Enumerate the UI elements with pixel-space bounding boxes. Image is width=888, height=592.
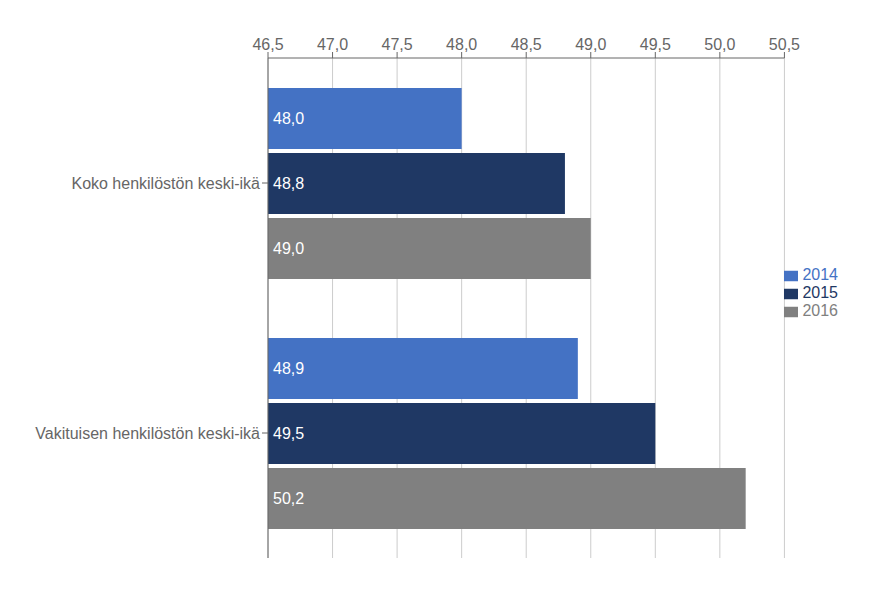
svg-text:49,5: 49,5 — [640, 36, 671, 53]
svg-text:49,5: 49,5 — [273, 425, 304, 442]
html-text:2016: 2016 — [802, 302, 838, 319]
svg-text:49,0: 49,0 — [575, 36, 606, 53]
svg-text:50,0: 50,0 — [704, 36, 735, 53]
svg-text:46,5: 46,5 — [252, 36, 283, 53]
html-text:2014: 2014 — [802, 266, 838, 283]
svg-text:48,8: 48,8 — [273, 175, 304, 192]
svg-text:47,5: 47,5 — [382, 36, 413, 53]
svg-text:Vakituisen henkilöstön keski-i: Vakituisen henkilöstön keski-ikä — [35, 425, 260, 442]
svg-text:50,5: 50,5 — [769, 36, 800, 53]
svg-text:48,0: 48,0 — [446, 36, 477, 53]
svg-text:48,5: 48,5 — [511, 36, 542, 53]
svg-text:49,0: 49,0 — [273, 240, 304, 257]
svg-text:48,9: 48,9 — [273, 360, 304, 377]
svg-text:48,0: 48,0 — [273, 110, 304, 127]
svg-text:50,2: 50,2 — [273, 490, 304, 507]
svg-text:47,0: 47,0 — [317, 36, 348, 53]
html-text:2015: 2015 — [802, 284, 838, 301]
svg-text:Koko henkilöstön keski-ikä: Koko henkilöstön keski-ikä — [71, 175, 260, 192]
